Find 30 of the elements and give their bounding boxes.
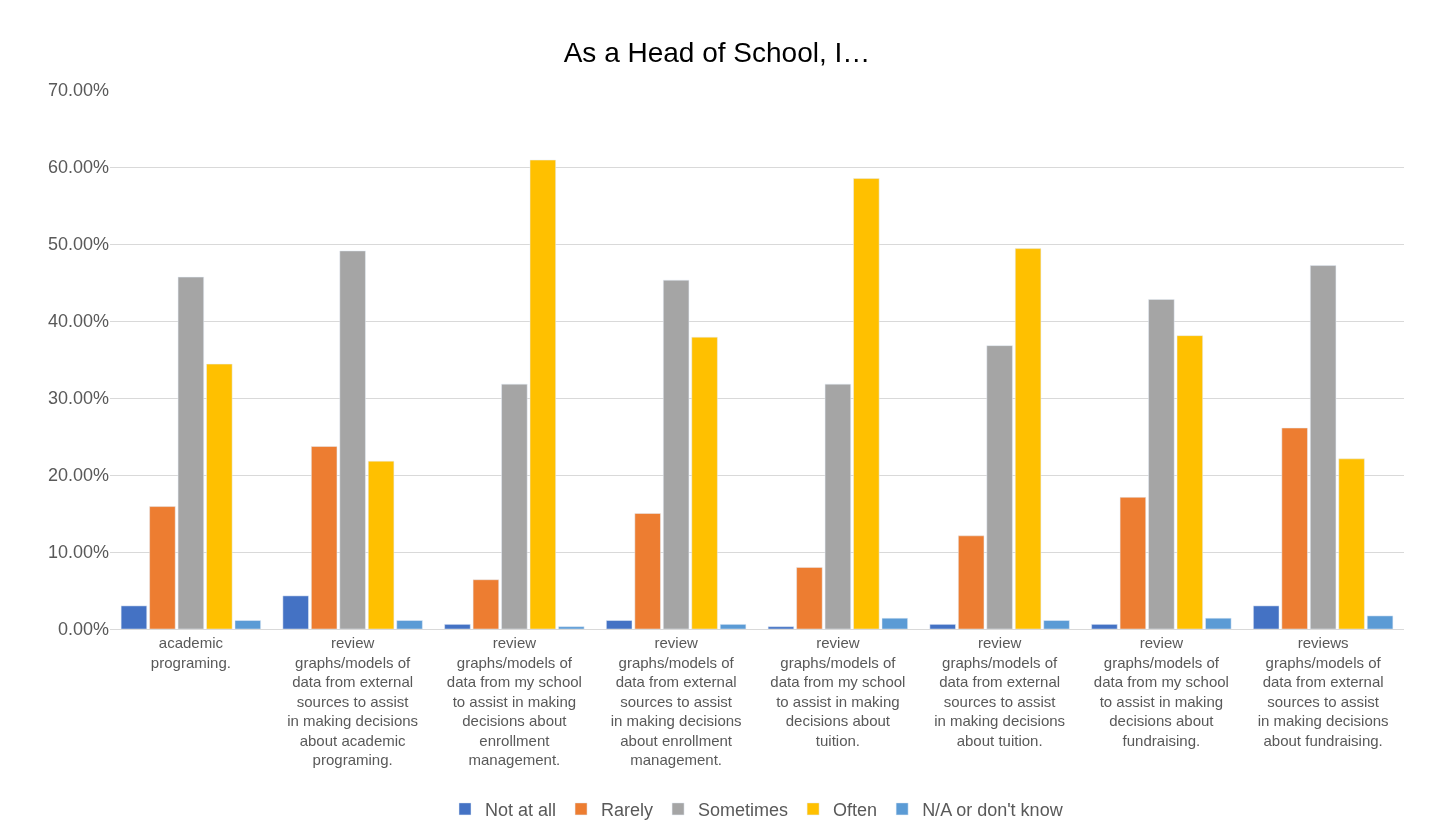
- bar: [558, 626, 585, 629]
- legend-label: Rarely: [601, 799, 654, 820]
- legend-label: Sometimes: [698, 799, 789, 820]
- x-tick-label: reviews graphs/models of data from external sources to assist in making decisions about fundraising.: [1257, 634, 1389, 749]
- x-tick-label: review graphs/models of data from external sources to assist in making decisions about enrollment management.: [610, 634, 742, 768]
- bar: [767, 626, 794, 629]
- y-tick-label: 0.00%: [57, 619, 109, 640]
- bar: [720, 624, 747, 629]
- bar: [929, 624, 956, 629]
- legend-label: Often: [833, 799, 878, 820]
- y-tick-label: 70.00%: [47, 80, 109, 101]
- bar: [120, 605, 147, 629]
- y-tick-label: 20.00%: [47, 465, 109, 486]
- x-tick-label: review graphs/models of data from my school to assist in making decisions about fundraising.: [1093, 634, 1229, 749]
- x-tick-label: review graphs/models of data from my school to assist in making decisions about enrollment management.: [446, 634, 582, 768]
- x-tick-label: review graphs/models of data from my school to assist in making decisions about tuition.: [770, 634, 906, 749]
- y-tick-label: 10.00%: [47, 542, 109, 563]
- legend-label: N/A or don't know: [922, 799, 1064, 820]
- y-tick-label: 30.00%: [47, 388, 109, 409]
- x-tick-label: academic programing.: [150, 634, 231, 671]
- y-tick-label: 50.00%: [47, 234, 109, 255]
- legend-label: Not at all: [485, 799, 557, 820]
- x-tick-label: review graphs/models of data from external sources to assist in making decisions about academic programing.: [287, 634, 419, 768]
- bar: [1367, 615, 1394, 629]
- x-tick-label: review graphs/models of data from external sources to assist in making decisions about tuition.: [934, 634, 1066, 749]
- bar: [282, 595, 309, 629]
- bar: [1205, 617, 1232, 629]
- y-tick-label: 40.00%: [47, 311, 109, 332]
- chart-title: As a Head of School, I…: [563, 36, 871, 68]
- y-tick-label: 60.00%: [47, 157, 109, 178]
